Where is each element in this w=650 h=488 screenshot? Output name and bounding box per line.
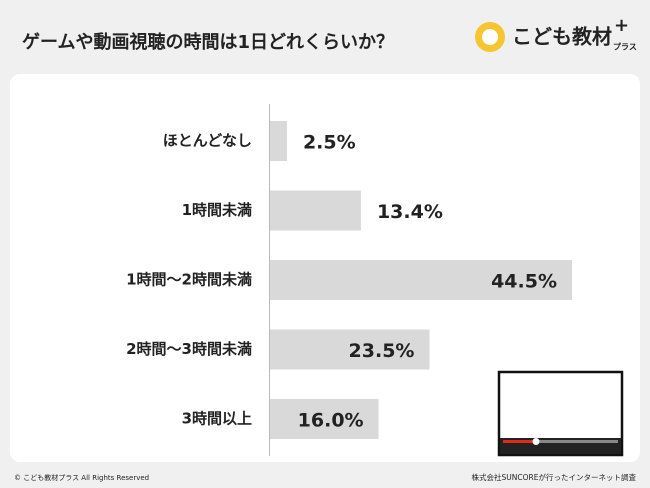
bar [270,260,572,300]
logo: こども教材 プラス + [475,15,637,52]
copyright: © こども教材プラス All Rights Reserved [14,473,149,482]
bar [270,399,379,439]
value-label: 23.5% [349,340,415,362]
logo-name: こども教材 [512,25,612,49]
source: 株式会社SUNCOREが行ったインターネット調査 [472,472,637,482]
value-label: 44.5% [491,271,557,293]
chart-title: ゲームや動画視聴の時間は1日どれくらいか？ [22,31,394,53]
value-label: 2.5% [303,132,356,154]
value-label: 13.4% [377,201,443,223]
value-label: 16.0% [298,410,364,432]
video-scrubber [532,438,540,445]
logo-suffix: プラス [613,42,637,52]
video-progress-track [503,440,618,443]
video-progress [503,440,536,443]
logo-icon-center [482,29,498,45]
video-player [497,370,624,457]
bar [270,190,361,231]
category-label: ほとんどなし [163,132,252,150]
logo-plus: + [614,15,629,36]
category-label: 1時間未満 [182,201,252,219]
bar [270,329,430,370]
category-label: 2時間〜3時間未満 [126,340,252,358]
category-label: 3時間以上 [182,410,252,428]
category-label: 1時間〜2時間未満 [126,271,252,289]
bar [270,121,287,161]
